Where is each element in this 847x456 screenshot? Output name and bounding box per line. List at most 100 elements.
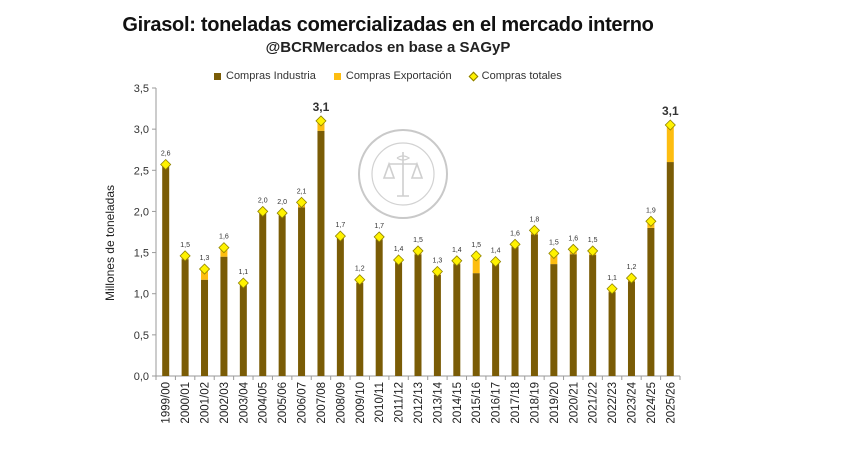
point-compras-totales (354, 274, 366, 286)
bar-compras-industria (647, 227, 655, 376)
point-compras-totales (198, 263, 211, 275)
point-compras-totales (295, 196, 308, 208)
x-tick-label: 2014/15 (452, 382, 464, 424)
x-tick-label: 2000/01 (180, 382, 192, 424)
x-tick-label: 2002/03 (219, 382, 231, 424)
legend-swatch-exportacion (333, 72, 341, 80)
point-compras-totales (490, 256, 502, 268)
y-tick-label: 0,5 (134, 330, 149, 342)
x-tick-label: 2023/24 (626, 381, 638, 423)
point-compras-totales (625, 272, 638, 284)
data-label-total: 1,5 (413, 237, 423, 244)
bar-compras-industria (298, 207, 306, 376)
bar-compras-industria (414, 254, 422, 376)
point-compras-totales (664, 119, 676, 131)
data-label-total: 2,6 (161, 151, 171, 158)
bar-compras-industria (530, 234, 538, 376)
point-compras-totales (276, 207, 288, 219)
data-label-total: 1,5 (588, 237, 598, 244)
x-tick-label: 2017/18 (510, 382, 522, 424)
point-compras-totales (567, 243, 579, 255)
point-compras-totales (587, 245, 599, 257)
bar-compras-industria (317, 130, 325, 376)
x-tick-label: 2021/22 (588, 382, 600, 424)
y-tick-label: 3,0 (134, 124, 149, 136)
data-label-total: 1,3 (433, 257, 443, 264)
bar-compras-industria (608, 292, 616, 376)
y-tick-label: 1,0 (134, 289, 149, 301)
data-label-total: 3,1 (313, 100, 330, 114)
bar-compras-industria (511, 246, 519, 376)
x-tick-label: 2024/25 (646, 382, 658, 424)
x-tick-label: 2008/09 (335, 382, 347, 424)
bar-compras-industria (201, 279, 209, 376)
point-compras-totales (470, 250, 482, 262)
x-tick-label: 2005/06 (277, 382, 289, 424)
point-compras-totales (373, 231, 385, 243)
x-tick-label: 2006/07 (297, 382, 309, 424)
bar-compras-industria (453, 264, 461, 376)
point-compras-totales (509, 238, 521, 250)
data-label-total: 1,4 (452, 247, 462, 254)
data-label-total: 2,0 (277, 199, 287, 206)
x-tick-label: 2018/19 (529, 382, 541, 424)
chart-subtitle: @BCRMercados en base a SAGyP (265, 39, 511, 56)
data-label-total: 1,1 (607, 275, 617, 282)
y-tick-label: 3,5 (134, 83, 149, 95)
point-compras-totales (315, 115, 327, 127)
point-compras-totales (451, 255, 463, 267)
x-tick-label: 2012/13 (413, 382, 425, 424)
data-label-total: 1,5 (180, 242, 190, 249)
point-compras-totales (412, 245, 424, 257)
chart-legend: Compras Industria Compras Exportación Co… (214, 70, 580, 82)
bar-compras-industria (375, 239, 383, 376)
bar-compras-exportacion (666, 125, 674, 163)
y-tick-label: 0,0 (134, 371, 149, 383)
bar-compras-industria (162, 166, 170, 376)
data-label-total: 1,7 (374, 223, 384, 230)
x-tick-label: 2010/11 (374, 382, 386, 423)
data-label-total: 1,6 (219, 234, 229, 241)
point-compras-totales (218, 242, 230, 254)
x-tick-label: 2003/04 (238, 381, 250, 423)
data-label-total: 3,1 (662, 104, 679, 118)
point-compras-totales (237, 277, 249, 289)
legend-item-exportacion: Compras Exportación (333, 70, 452, 82)
y-tick-label: 2,0 (134, 206, 149, 218)
point-compras-totales (334, 230, 346, 242)
data-label-total: 1,6 (510, 230, 520, 237)
data-label-total: 1,2 (627, 264, 637, 271)
data-label-total: 1,5 (471, 242, 481, 249)
point-compras-totales (179, 250, 191, 262)
bar-compras-industria (627, 281, 635, 376)
legend-label-totales: Compras totales (481, 70, 562, 82)
y-tick-label: 1,5 (134, 248, 149, 260)
data-label-total: 1,3 (200, 255, 210, 262)
x-tick-label: 2001/02 (200, 382, 212, 424)
y-tick-label: 2,5 (134, 165, 149, 177)
data-label-total: 1,7 (336, 222, 346, 229)
data-label-total: 2,0 (258, 197, 268, 204)
x-tick-label: 2016/17 (491, 382, 503, 424)
x-tick-label: 2025/26 (665, 382, 677, 424)
bar-compras-industria (220, 256, 228, 376)
data-label-total: 1,4 (491, 248, 501, 255)
data-label-total: 1,6 (568, 235, 578, 242)
point-compras-totales (431, 265, 443, 278)
point-compras-totales (548, 247, 560, 259)
bar-compras-industria (666, 162, 674, 376)
chart-title: Girasol: toneladas comercializadas en el… (122, 14, 654, 36)
point-compras-totales (393, 254, 405, 266)
x-tick-label: 2022/23 (607, 382, 619, 424)
bar-compras-industria (336, 237, 344, 376)
data-label-total: 1,9 (646, 207, 656, 214)
bar-compras-industria (589, 255, 597, 376)
x-tick-label: 2015/16 (471, 382, 483, 424)
data-label-total: 1,2 (355, 266, 365, 273)
bar-compras-industria (278, 215, 286, 376)
bar-compras-exportacion (472, 255, 480, 274)
x-tick-label: 2007/08 (316, 382, 328, 424)
watermark-seal (358, 129, 448, 219)
point-compras-totales (257, 205, 269, 217)
